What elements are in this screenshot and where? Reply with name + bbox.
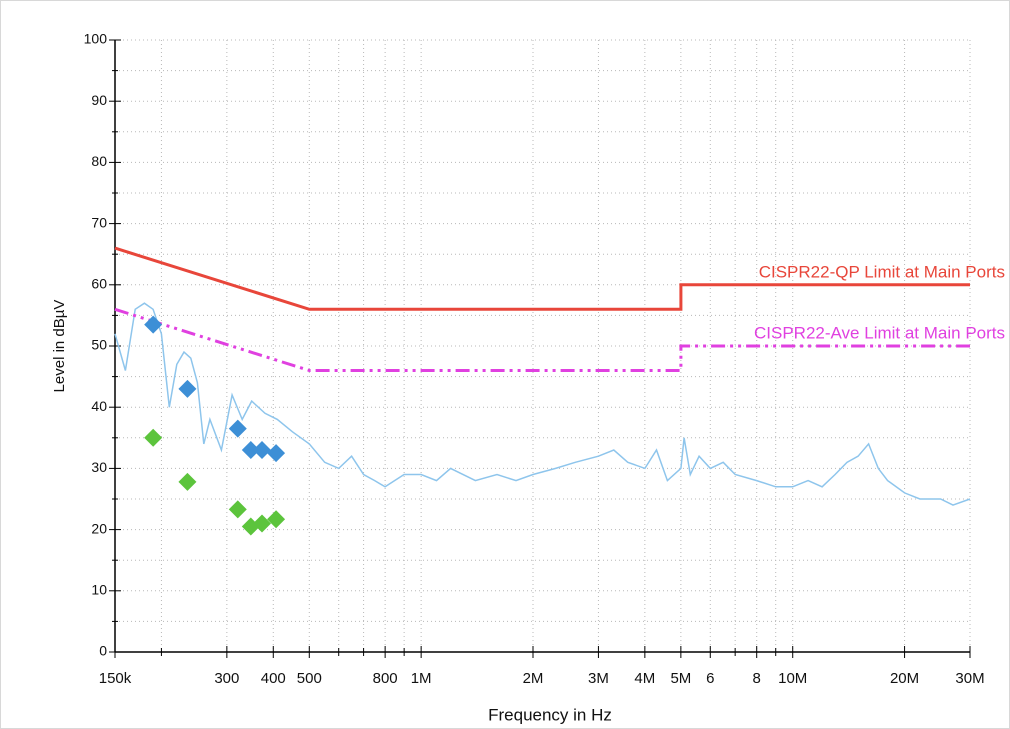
y-tick-label: 20 <box>91 520 107 536</box>
y-tick-label: 60 <box>91 276 107 292</box>
y-tick-label: 90 <box>91 92 107 108</box>
x-tick-label: 500 <box>297 670 322 687</box>
x-tick-label: 800 <box>373 670 398 687</box>
data-point <box>228 419 247 438</box>
y-axis-title: Level in dBµV <box>51 300 68 393</box>
data-point <box>267 510 286 529</box>
y-tick-label: 40 <box>91 398 107 414</box>
data-point <box>267 444 286 463</box>
x-tick-label: 150k <box>99 670 132 687</box>
data-point <box>253 514 272 533</box>
y-tick-label: 10 <box>91 582 107 598</box>
x-tick-label: 400 <box>261 670 286 687</box>
data-point <box>241 441 260 460</box>
y-tick-label: 70 <box>91 214 107 230</box>
spectrum-trace <box>114 302 971 506</box>
series-annotation: CISPR22-Ave Limit at Main Ports <box>754 323 1005 342</box>
x-tick-label: 5M <box>670 670 691 687</box>
x-tick-label: 3M <box>588 670 609 687</box>
x-tick-label: 10M <box>778 670 807 687</box>
limit-line <box>114 246 970 311</box>
y-tick-label: 80 <box>91 153 107 169</box>
x-tick-label: 300 <box>214 670 239 687</box>
y-tick-label: 100 <box>84 31 108 47</box>
data-point <box>228 500 247 519</box>
x-tick-label: 1M <box>411 670 432 687</box>
x-tick-label: 6 <box>706 670 714 687</box>
y-tick-label: 30 <box>91 459 107 475</box>
series-annotation: CISPR22-QP Limit at Main Ports <box>759 262 1005 281</box>
y-tick-label: 0 <box>99 643 107 659</box>
data-point <box>144 428 163 447</box>
x-tick-label: 20M <box>890 670 919 687</box>
data-point <box>178 379 197 398</box>
y-tick-label: 50 <box>91 337 107 353</box>
x-axis-title: Frequency in Hz <box>488 705 612 724</box>
x-tick-label: 8 <box>753 670 761 687</box>
x-tick-label: 2M <box>523 670 544 687</box>
x-tick-label: 4M <box>634 670 655 687</box>
data-point <box>144 315 163 334</box>
x-tick-label: 30M <box>955 670 984 687</box>
data-point <box>253 441 272 460</box>
data-point <box>178 472 197 491</box>
